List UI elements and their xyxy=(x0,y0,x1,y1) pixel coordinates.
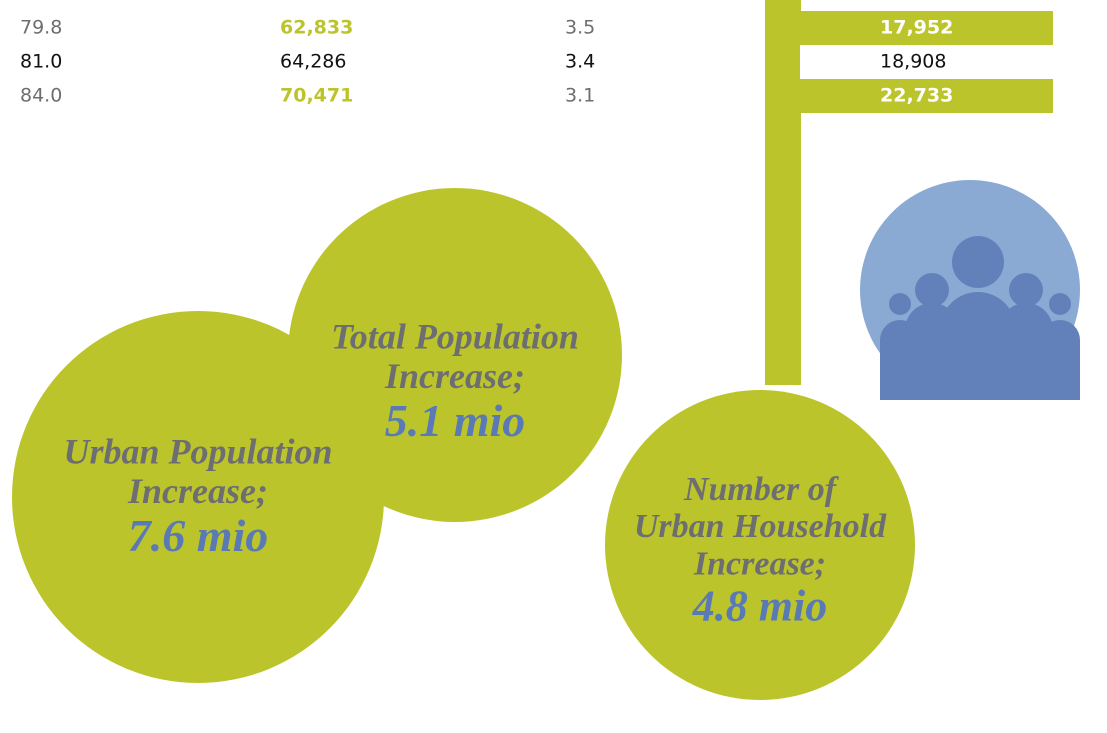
table-cell: 22,733 xyxy=(880,85,953,107)
highlight-box xyxy=(800,11,1053,45)
table-cell: 84.0 xyxy=(20,85,62,107)
table-cell: 70,471 xyxy=(280,85,353,107)
bubble-label: Increase; xyxy=(384,356,525,396)
bubble-label: Increase; xyxy=(127,471,268,511)
table-cell: 81.0 xyxy=(20,51,62,73)
bubble-label: Urban Population xyxy=(63,431,332,471)
table-cell: 3.4 xyxy=(565,51,595,73)
table-cell: 79.8 xyxy=(20,17,62,39)
bubble xyxy=(288,188,622,522)
table-cell: 62,833 xyxy=(280,17,353,39)
table-cell: 18,908 xyxy=(880,51,946,73)
table-cell: 3.1 xyxy=(565,85,595,107)
table-cell: 17,952 xyxy=(880,17,953,39)
bubble xyxy=(605,390,915,700)
bubble-value: 4.8 mio xyxy=(692,581,827,630)
connector-bar xyxy=(765,0,801,385)
bubble-value: 7.6 mio xyxy=(128,510,269,561)
bubble-label: Increase; xyxy=(693,546,826,583)
bubble-label: Total Population xyxy=(331,316,579,356)
bubble xyxy=(12,311,384,683)
bubble-label: Number of xyxy=(683,471,840,508)
highlight-box xyxy=(800,45,1053,79)
bubble-label: Urban Household xyxy=(634,508,887,545)
table-cell: 64,286 xyxy=(280,51,346,73)
table-cell: 3.5 xyxy=(565,17,595,39)
people-icon xyxy=(880,236,1080,400)
bubble-value: 5.1 mio xyxy=(385,395,526,446)
highlight-box xyxy=(800,79,1053,113)
